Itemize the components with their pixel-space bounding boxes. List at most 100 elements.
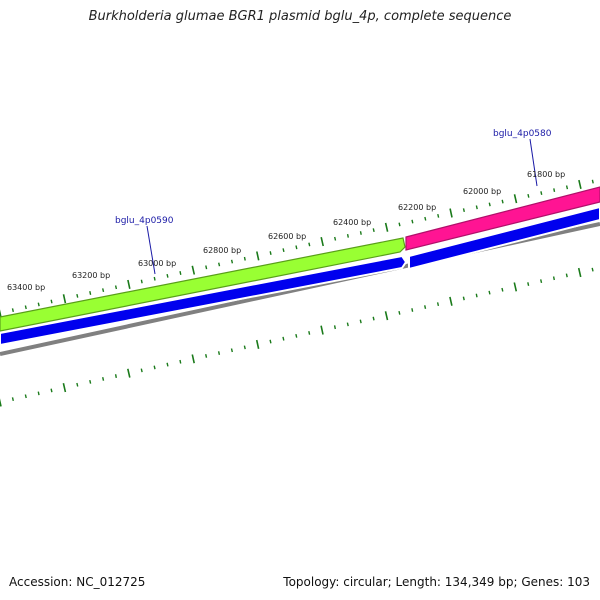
inner-tick-minor (282, 336, 285, 341)
outer-tick-minor (140, 279, 143, 284)
accession-text: Accession: NC_012725 (9, 575, 146, 589)
inner-tick-major (449, 296, 453, 306)
scale-label-62200: 62200 bp (398, 203, 436, 212)
inner-tick-minor (565, 273, 568, 278)
outer-tick-minor (437, 213, 440, 218)
outer-scale-ticks (0, 179, 594, 318)
outer-tick-minor (76, 293, 79, 298)
inner-tick-major (255, 339, 260, 349)
outer-tick-major (449, 208, 453, 218)
scale-label-62000: 62000 bp (463, 187, 501, 196)
inner-tick-minor (11, 397, 14, 402)
inner-tick-minor (37, 391, 40, 396)
inner-tick-minor (179, 359, 182, 364)
outer-tick-minor (166, 273, 169, 278)
inner-tick-major (577, 267, 582, 278)
outer-tick-minor (50, 299, 53, 304)
outer-tick-minor (334, 236, 337, 241)
outer-tick-minor (372, 228, 375, 233)
inner-tick-minor (359, 319, 362, 324)
scale-label-62800: 62800 bp (203, 246, 241, 255)
outer-tick-minor (24, 305, 27, 310)
inner-tick-minor (333, 325, 336, 330)
outer-tick-major (0, 309, 2, 318)
outer-tick-minor (488, 202, 491, 207)
outer-tick-minor (540, 191, 543, 195)
inner-tick-major (127, 368, 131, 378)
outer-tick-minor (398, 222, 401, 227)
outer-tick-minor (11, 308, 14, 313)
inner-tick-minor (102, 377, 105, 381)
inner-tick-minor (372, 316, 375, 321)
inner-tick-minor (552, 276, 555, 281)
outer-tick-minor (269, 251, 272, 255)
gene-leader-bglu-4p0580 (529, 138, 538, 187)
outer-tick-major (578, 179, 582, 189)
inner-tick-minor (230, 348, 233, 353)
inner-tick-major (320, 325, 324, 335)
gene-label-bglu-4p0580: bglu_4p0580 (493, 129, 552, 139)
outer-tick-minor (359, 231, 362, 235)
inner-tick-minor (114, 374, 117, 379)
outer-tick-minor (153, 276, 156, 281)
outer-tick-minor (591, 179, 594, 184)
inner-tick-major (384, 311, 389, 321)
inner-tick-minor (308, 331, 311, 335)
inner-scale-ticks (0, 267, 594, 407)
scale-label-61800: 61800 bp (527, 170, 565, 179)
inner-tick-minor (50, 388, 53, 393)
inner-tick-minor (243, 345, 246, 350)
inner-tick-major (0, 398, 2, 407)
inner-tick-minor (89, 379, 92, 384)
inner-tick-minor (24, 394, 27, 399)
outer-tick-minor (102, 288, 105, 293)
outer-tick-minor (424, 216, 427, 221)
outer-tick-minor (243, 256, 246, 261)
inner-tick-major (191, 354, 195, 364)
scale-label-63400: 63400 bp (7, 283, 45, 292)
inner-tick-minor (269, 339, 272, 344)
inner-tick-minor (346, 322, 349, 327)
inner-tick-minor (591, 267, 594, 272)
outer-tick-major (127, 279, 131, 289)
inner-tick-minor (140, 368, 143, 373)
inner-tick-minor (424, 305, 427, 309)
inner-tick-major (62, 383, 67, 393)
outer-tick-minor (205, 265, 208, 270)
inner-tick-minor (76, 382, 79, 387)
outer-tick-minor (230, 259, 234, 264)
gene-leader-bglu-4p0590 (146, 225, 156, 275)
outer-tick-minor (527, 193, 530, 198)
inner-tick-minor (527, 282, 530, 286)
map-title: Burkholderia glumae BGR1 plasmid bglu_4p… (88, 9, 512, 24)
outer-tick-minor (411, 219, 414, 224)
outer-tick-minor (475, 205, 478, 210)
inner-tick-minor (205, 354, 208, 358)
cds-track-right (408, 205, 600, 271)
topology-summary: Topology: circular; Length: 134,349 bp; … (283, 575, 590, 589)
inner-tick-minor (488, 290, 491, 295)
inner-tick-minor (153, 365, 156, 370)
outer-tick-major (62, 294, 67, 304)
outer-tick-major (320, 237, 324, 247)
inner-tick-minor (436, 302, 440, 307)
outer-tick-minor (179, 271, 182, 275)
inner-tick-minor (540, 279, 543, 284)
inner-tick-minor (411, 308, 414, 312)
inner-tick-minor (501, 287, 504, 292)
outer-tick-minor (565, 185, 569, 190)
inner-tick-minor (462, 296, 465, 301)
inner-tick-minor (166, 362, 169, 367)
cds-track-left (0, 254, 408, 347)
scale-label-63000: 63000 bp (138, 259, 176, 268)
outer-tick-minor (37, 302, 40, 307)
inner-tick-minor (295, 333, 298, 338)
outer-tick-minor (282, 248, 285, 253)
outer-tick-major (513, 194, 518, 204)
inner-tick-minor (475, 293, 478, 298)
scale-label-63200: 63200 bp (72, 271, 110, 280)
outer-tick-minor (218, 262, 221, 267)
outer-tick-minor (462, 208, 465, 213)
outer-tick-minor (553, 188, 556, 193)
